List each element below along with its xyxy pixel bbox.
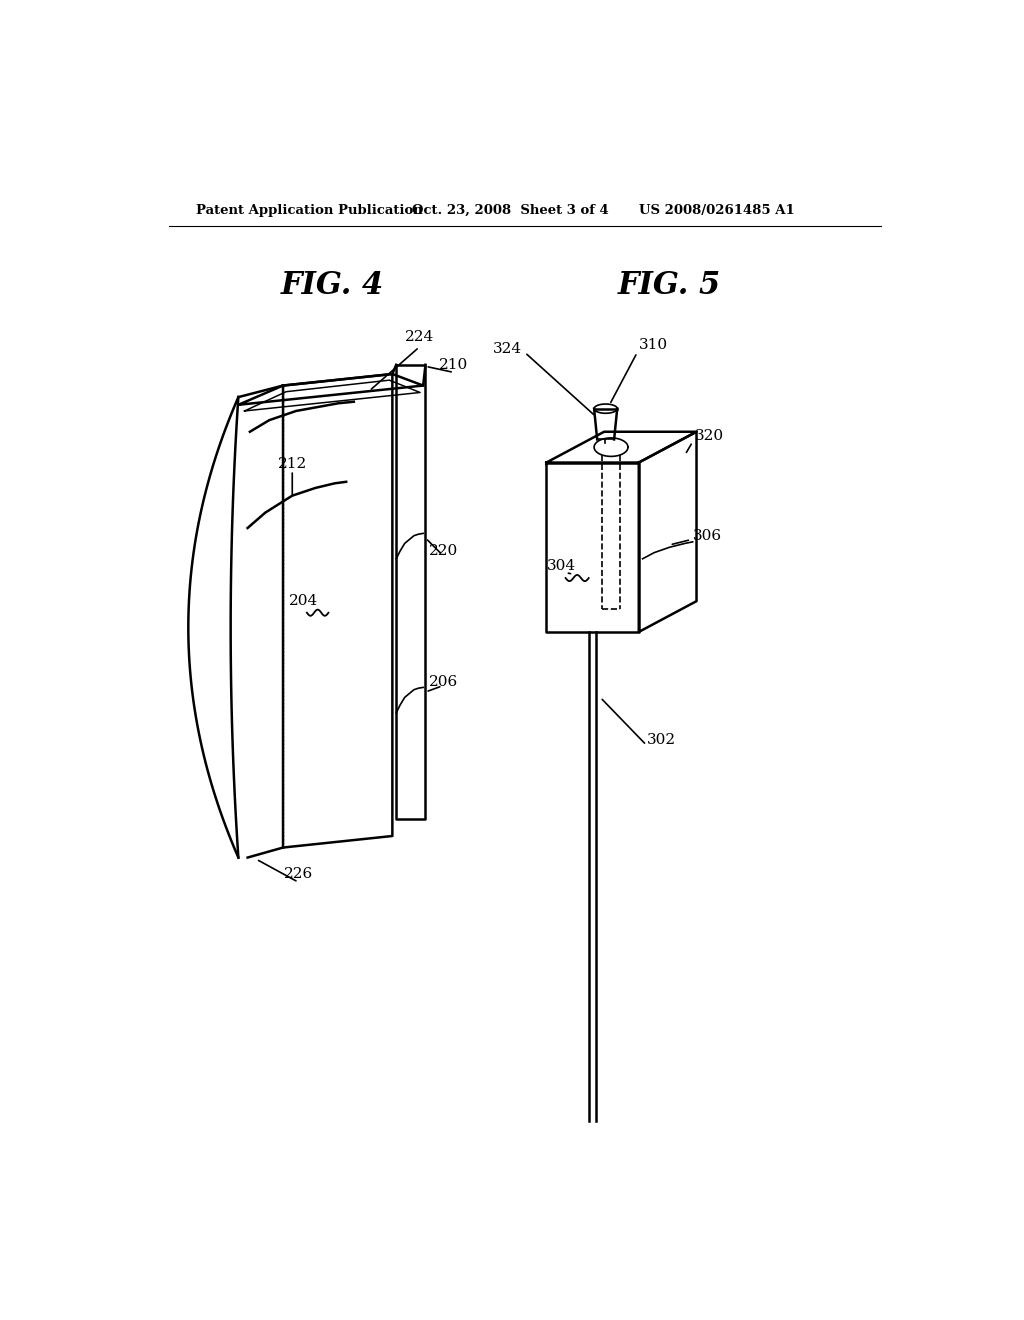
Text: FIG. 5: FIG. 5 bbox=[617, 271, 721, 301]
Text: 324: 324 bbox=[493, 342, 521, 356]
Text: 302: 302 bbox=[646, 733, 676, 747]
Text: 220: 220 bbox=[429, 544, 459, 558]
Text: 210: 210 bbox=[439, 358, 469, 372]
Text: 304: 304 bbox=[547, 560, 577, 573]
Text: Patent Application Publication: Patent Application Publication bbox=[196, 205, 423, 218]
Text: US 2008/0261485 A1: US 2008/0261485 A1 bbox=[639, 205, 795, 218]
Text: FIG. 4: FIG. 4 bbox=[281, 271, 384, 301]
Text: 306: 306 bbox=[692, 529, 722, 543]
Text: 310: 310 bbox=[639, 338, 668, 351]
Text: 206: 206 bbox=[429, 675, 459, 689]
Text: 212: 212 bbox=[278, 457, 307, 471]
Text: 320: 320 bbox=[695, 429, 724, 442]
Text: 224: 224 bbox=[404, 330, 434, 345]
Text: 226: 226 bbox=[284, 867, 313, 882]
Text: 204: 204 bbox=[289, 594, 318, 609]
Text: Oct. 23, 2008  Sheet 3 of 4: Oct. 23, 2008 Sheet 3 of 4 bbox=[412, 205, 608, 218]
